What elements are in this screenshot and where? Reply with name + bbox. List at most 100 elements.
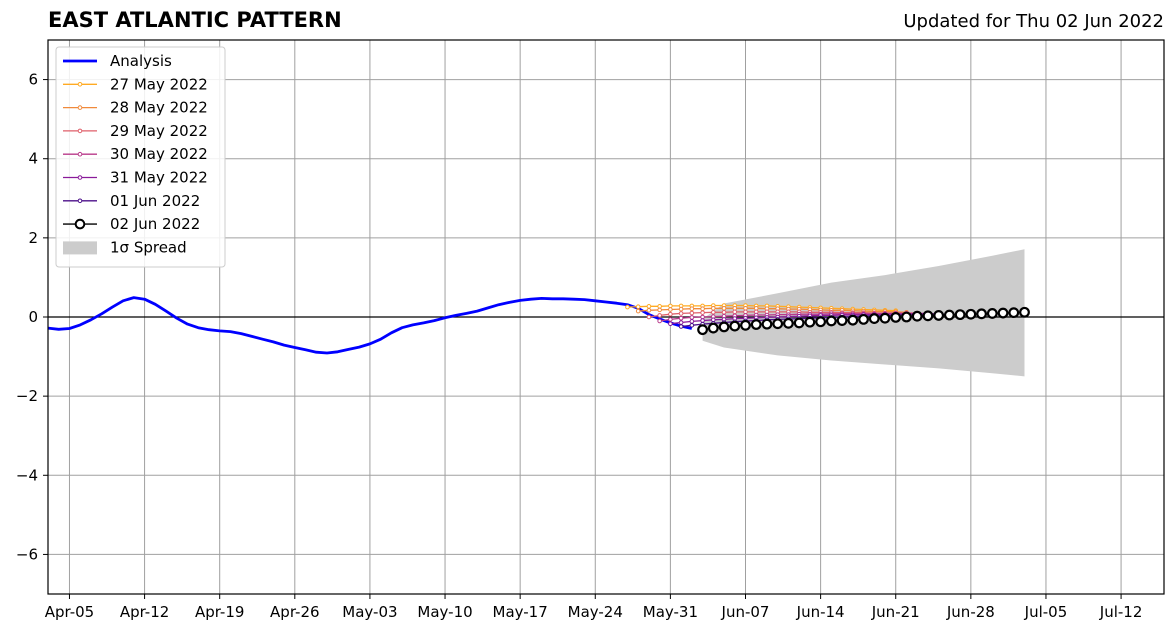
forecast-point (711, 317, 716, 323)
x-tick-label: Jul-05 (1024, 603, 1068, 621)
legend-label: 29 May 2022 (110, 122, 208, 140)
y-tick-label: −2 (16, 387, 38, 405)
legend-label: 02 Jun 2022 (110, 215, 200, 233)
forecast-point (668, 321, 673, 327)
forecast-point (943, 309, 955, 321)
forecast-point (732, 309, 738, 315)
legend-label: 27 May 2022 (110, 75, 208, 93)
forecast-point (678, 324, 684, 329)
x-axis-ticks: Apr-05 Apr-12 Apr-19 Apr-26 May-03 May-10 May-… (45, 594, 1143, 621)
forecast-point (718, 321, 730, 333)
forecast-point (657, 304, 662, 309)
forecast-point (697, 324, 708, 336)
forecast-point (646, 314, 652, 320)
x-tick-label: Jun-21 (871, 603, 920, 621)
legend-entry: 27 May 2022 (63, 75, 208, 93)
forecast-point (1008, 307, 1020, 319)
forecast-point (668, 317, 673, 322)
forecast-point (635, 308, 641, 314)
legend-entry: 01 Jun 2022 (63, 192, 200, 210)
legend-label: 28 May 2022 (110, 99, 208, 117)
x-tick-label: May-24 (568, 603, 623, 621)
forecast-point (657, 313, 662, 318)
legend-marker (74, 218, 86, 230)
legend-entry: 29 May 2022 (63, 122, 208, 140)
forecast-point (783, 317, 794, 329)
forecast-point (922, 310, 934, 322)
forecast-point (700, 310, 705, 315)
legend-marker (77, 128, 83, 134)
legend-box (55, 46, 226, 268)
x-tick-label: Apr-05 (45, 603, 95, 621)
legend-label: 01 Jun 2022 (110, 192, 200, 210)
forecast-point (847, 314, 859, 326)
legend-marker (77, 105, 83, 110)
x-tick-label: Jul-12 (1099, 603, 1143, 621)
legend-marker (77, 175, 83, 180)
forecast-point (858, 313, 869, 325)
x-tick-label: Jun-28 (946, 603, 995, 621)
legend-label: 30 May 2022 (110, 145, 208, 163)
forecast-point (711, 309, 716, 315)
forecast-point (711, 305, 716, 311)
series-02-jun-2022 (697, 306, 1030, 336)
forecast-point (740, 319, 751, 331)
series-analysis (47, 296, 693, 355)
y-tick-label: 0 (28, 308, 38, 326)
forecast-point (646, 307, 652, 313)
forecast-point (976, 308, 987, 320)
forecast-point (657, 318, 662, 324)
forecast-point (678, 320, 684, 325)
forecast-point (689, 323, 695, 328)
forecast-point (743, 305, 748, 311)
legend-entry: 31 May 2022 (63, 169, 208, 187)
analysis-line (47, 296, 693, 355)
x-tick-label: May-03 (342, 603, 397, 621)
legend-label: 1σ Spread (110, 238, 187, 256)
forecast-point (743, 309, 748, 315)
forecast-point (761, 318, 773, 330)
forecast-point (772, 318, 784, 330)
forecast-point (689, 319, 695, 324)
forecast-point (836, 315, 848, 326)
legend-swatch (63, 241, 97, 255)
legend-label: Analysis (110, 52, 172, 70)
forecast-point (997, 307, 1009, 319)
legend-marker (77, 151, 83, 157)
legend-entry: 02 Jun 2022 (63, 215, 200, 233)
legend-marker (77, 82, 83, 87)
legend: Analysis 27 May 2022 28 May 2022 29 May 202… (55, 46, 226, 268)
x-tick-label: May-17 (493, 603, 548, 621)
forecast-point (815, 316, 827, 328)
forecast-point (635, 304, 641, 310)
x-tick-label: Jun-07 (721, 603, 770, 621)
y-axis-ticks: −6 −4 −2 0 2 4 6 (16, 71, 48, 563)
legend-entry: Analysis (63, 52, 172, 70)
forecast-point (678, 306, 684, 312)
forecast-point (825, 315, 837, 327)
legend-entry: 1σ Spread (63, 238, 187, 256)
forecast-point (721, 305, 727, 311)
legend-label: 31 May 2022 (110, 169, 208, 187)
forecast-point (668, 307, 673, 312)
forecast-point (879, 312, 891, 324)
forecast-point (668, 303, 673, 309)
forecast-point (678, 311, 684, 316)
forecast-point (890, 311, 902, 323)
forecast-point (707, 322, 719, 334)
forecast-point (901, 311, 912, 323)
forecast-point (689, 310, 695, 316)
forecast-point (721, 309, 727, 315)
forecast-point (793, 317, 805, 329)
y-tick-label: −6 (16, 545, 38, 563)
forecast-point (689, 315, 695, 320)
forecast-point (729, 320, 741, 332)
legend-entry: 28 May 2022 (63, 99, 208, 117)
forecast-point (753, 305, 759, 311)
forecast-point (678, 315, 684, 321)
forecast-point (700, 314, 705, 320)
forecast-point (646, 304, 652, 309)
x-tick-label: May-10 (417, 603, 472, 621)
series-lines (47, 296, 1030, 355)
